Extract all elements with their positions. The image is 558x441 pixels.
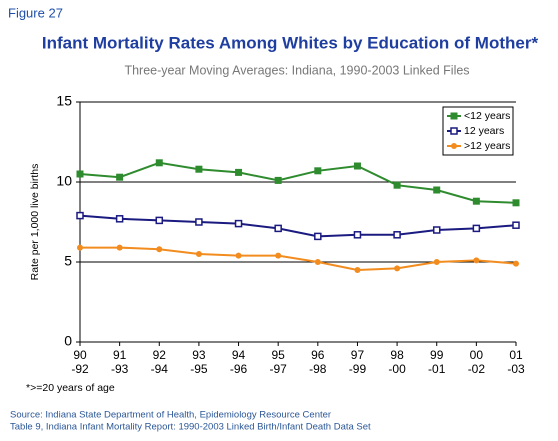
x-tick-label: 99 -01: [428, 348, 446, 376]
y-tick-label: 5: [64, 253, 72, 269]
marker: [76, 170, 84, 178]
marker: [234, 219, 243, 228]
marker: [235, 168, 243, 176]
legend-label: <12 years: [464, 110, 510, 122]
marker: [314, 167, 322, 175]
y-tick-label: 15: [56, 93, 72, 109]
x-tick-label: 90 -92: [71, 348, 89, 376]
y-tick-label: 0: [64, 333, 72, 349]
x-tick-label: 00 -02: [467, 348, 486, 376]
marker: [156, 246, 163, 253]
marker: [195, 218, 203, 226]
x-tick-label: 94 -96: [229, 348, 248, 376]
marker: [235, 252, 242, 259]
marker: [314, 259, 321, 265]
marker: [354, 267, 361, 273]
marker: [432, 226, 441, 234]
series-line: [79, 161, 517, 204]
marker: [433, 259, 440, 265]
marker: [472, 197, 480, 205]
x-tick-label: 91 -93: [110, 348, 129, 376]
y-tick-label: 10: [56, 173, 72, 189]
x-tick-label: 93 -95: [190, 348, 208, 376]
marker: [472, 224, 481, 233]
marker: [512, 199, 520, 207]
source-line: Source: Indiana State Department of Heal…: [10, 410, 331, 421]
marker: [433, 186, 441, 194]
marker: [155, 216, 164, 225]
marker: [451, 143, 457, 149]
marker: [314, 232, 322, 241]
x-tick-label: 95 -97: [269, 348, 287, 376]
marker: [116, 173, 124, 181]
series-line: [80, 246, 517, 272]
footnote: *>=20 years of age: [26, 382, 115, 394]
y-axis-label: Rate per 1,000 live births: [29, 164, 41, 281]
marker: [76, 211, 84, 220]
chart-title: Infant Mortality Rates Among Whites by E…: [42, 33, 539, 52]
x-tick-label: 97 -99: [348, 348, 367, 376]
source-line: Table 9, Indiana Infant Mortality Report…: [10, 422, 371, 433]
marker: [274, 224, 282, 233]
marker: [275, 252, 282, 259]
marker: [195, 251, 202, 257]
marker: [115, 215, 124, 223]
x-tick-label: 92 -94: [150, 348, 168, 376]
marker: [393, 181, 401, 189]
x-tick-label: 98 -00: [388, 348, 406, 376]
legend-label: >12 years: [464, 140, 510, 152]
x-tick-label: 01 -03: [507, 348, 525, 376]
chart-subtitle: Three-year Moving Averages: Indiana, 199…: [124, 63, 469, 77]
marker: [155, 159, 163, 167]
marker: [274, 176, 282, 184]
marker: [77, 244, 83, 251]
marker: [512, 221, 520, 229]
marker: [513, 260, 519, 267]
marker: [450, 127, 458, 135]
series-line: [79, 214, 517, 238]
marker: [353, 162, 361, 170]
marker: [394, 265, 401, 272]
marker: [116, 244, 123, 251]
marker: [353, 231, 362, 239]
x-tick-label: 96 -98: [309, 348, 327, 376]
marker: [195, 165, 203, 173]
marker: [393, 231, 401, 239]
marker: [473, 257, 480, 264]
marker: [450, 112, 458, 120]
figure-label: Figure 27: [8, 5, 63, 20]
legend-label: 12 years: [464, 125, 504, 137]
